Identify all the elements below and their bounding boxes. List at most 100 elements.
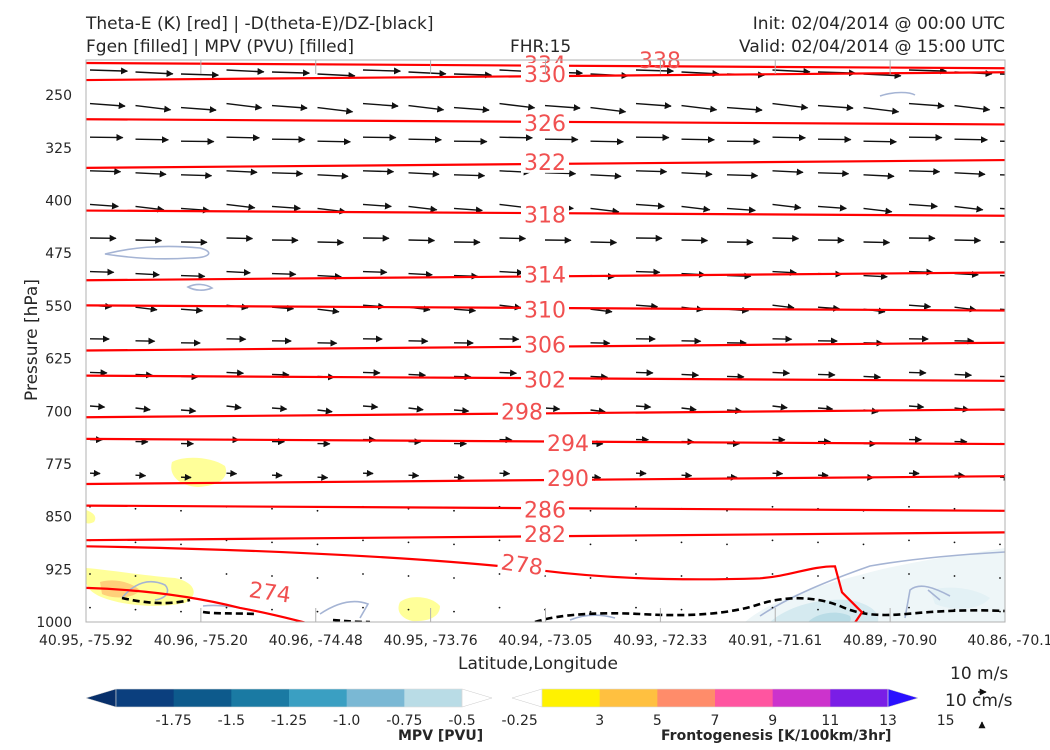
- fgen-area: [86, 510, 96, 524]
- theta-e-contour: [86, 545, 864, 622]
- wind-arrow: [863, 207, 893, 215]
- wind-arrow: [635, 403, 652, 411]
- wind-dot: [180, 509, 182, 512]
- wind-dot: [908, 606, 910, 609]
- wind-dot: [316, 509, 319, 512]
- mpv-colorbar-segment: [231, 689, 290, 707]
- wind-arrow: [180, 106, 217, 114]
- header-fhr: FHR:15: [510, 37, 572, 57]
- wind-dot: [953, 575, 956, 577]
- wind-arrow: [817, 170, 850, 178]
- theta-e-label: 326: [524, 112, 566, 137]
- mpv-colorbar-tick: -1.0: [333, 713, 360, 729]
- header-left-line1: Theta-E (K) [red] | -D(theta-E)/DZ-[blac…: [86, 14, 434, 34]
- wind-dot: [316, 543, 319, 546]
- wind-dot: [635, 606, 637, 609]
- wind-arrow: [681, 70, 720, 78]
- wind-arrow: [89, 202, 119, 210]
- wind-arrow: [863, 106, 900, 115]
- y-tick-label: 400: [45, 194, 72, 210]
- wind-dot: [589, 509, 592, 512]
- mpv-contour: [104, 245, 210, 260]
- fgen-colorbar-segment: [657, 689, 716, 707]
- x-axis-label: Latitude,Longitude: [458, 654, 618, 674]
- theta-e-label-bg: [521, 63, 569, 86]
- wind-arrow: [226, 168, 258, 176]
- mpv-colorbar-extend-left: [85, 688, 117, 708]
- theta-e-label: 290: [547, 467, 589, 492]
- wind-arrow: [453, 172, 486, 180]
- wind-dot: [89, 606, 91, 609]
- wind-dot: [180, 543, 182, 546]
- fgen-colorbar-frame: [541, 688, 889, 708]
- theta-e-label-bg: [544, 466, 592, 489]
- fgen-colorbar-tick: 15: [937, 713, 955, 729]
- wind-dot: [134, 507, 137, 510]
- theta-e-label-bg: [521, 150, 569, 173]
- wind-arrow: [362, 268, 388, 276]
- wind-arrow: [135, 205, 165, 213]
- y-tick-label: 475: [45, 246, 72, 262]
- x-tick-label: 40.93, -72.33: [613, 633, 707, 649]
- theta-e-label-bg: [521, 112, 569, 135]
- wind-dot: [407, 608, 410, 611]
- wind-arrow: [863, 373, 882, 381]
- wind-dot: [999, 577, 1001, 579]
- wind-arrow: [681, 236, 709, 244]
- wind-dot: [862, 577, 865, 579]
- fgen-colorbar-extend-left: [511, 688, 543, 708]
- fgen-colorbar-segment: [599, 689, 658, 707]
- wind-arrow: [271, 204, 301, 212]
- wind-arrow: [726, 172, 759, 180]
- mpv-contour: [186, 283, 214, 291]
- wind-dot: [771, 573, 774, 575]
- wind-arrow: [317, 106, 354, 115]
- fgen-area: [398, 597, 440, 622]
- mpv-colorbar-tick: -1.5: [218, 713, 245, 729]
- wind-dot: [999, 543, 1001, 546]
- theta-e-label: 278: [499, 550, 544, 581]
- theta-e-label-bg: [521, 368, 569, 391]
- wind-arrow: [954, 136, 988, 144]
- wind-arrow: [226, 369, 245, 377]
- wind-dot: [453, 509, 455, 512]
- wind-dot: [589, 610, 592, 613]
- wind-dot: [134, 608, 137, 611]
- wind-arrow: [271, 69, 311, 77]
- wind-arrow: [999, 274, 1005, 277]
- wind-arrow: [317, 138, 351, 146]
- wind-arrow: [317, 473, 329, 481]
- theta-e-contour: [86, 437, 1005, 446]
- wind-arrow: [271, 170, 304, 178]
- wind-arrow: [362, 102, 399, 110]
- wind-dot: [453, 543, 455, 546]
- wind-dot: [134, 575, 137, 577]
- mpv-colorbar-segment: [173, 689, 232, 707]
- mpv-colorbar-tick: -1.75: [156, 713, 192, 729]
- theta-e-label: 310: [524, 298, 566, 323]
- wind-arrow: [817, 104, 854, 112]
- wind-arrow: [908, 403, 925, 411]
- theta-e-label-bg: [496, 550, 548, 579]
- theta-e-label: 318: [524, 204, 566, 229]
- theta-e-label: 282: [524, 523, 566, 548]
- wind-arrow: [317, 172, 349, 180]
- wind-arrow: [772, 234, 800, 242]
- theta-e-contour: [86, 475, 1005, 486]
- mpv-colorbar-title: MPV [PVU]: [398, 728, 484, 744]
- theta-e-contour: [86, 504, 1005, 512]
- wind-dot: [771, 539, 774, 542]
- wind-arrow: [635, 102, 672, 110]
- fgen-colorbar-tick: 11: [821, 713, 839, 729]
- wind-arrow: [635, 168, 668, 176]
- header-valid: Valid: 02/04/2014 @ 15:00 UTC: [739, 37, 1005, 57]
- wind-arrow: [863, 138, 897, 146]
- wind-dot: [271, 608, 273, 611]
- wind-arrow: [317, 272, 342, 280]
- x-tick-label: 40.95, -75.92: [39, 633, 133, 649]
- fgen-colorbar-segment: [830, 689, 889, 707]
- wind-dot: [453, 577, 455, 579]
- wind-arrow: [180, 306, 204, 314]
- wind-arrow: [408, 371, 427, 379]
- wind-dot: [635, 573, 637, 575]
